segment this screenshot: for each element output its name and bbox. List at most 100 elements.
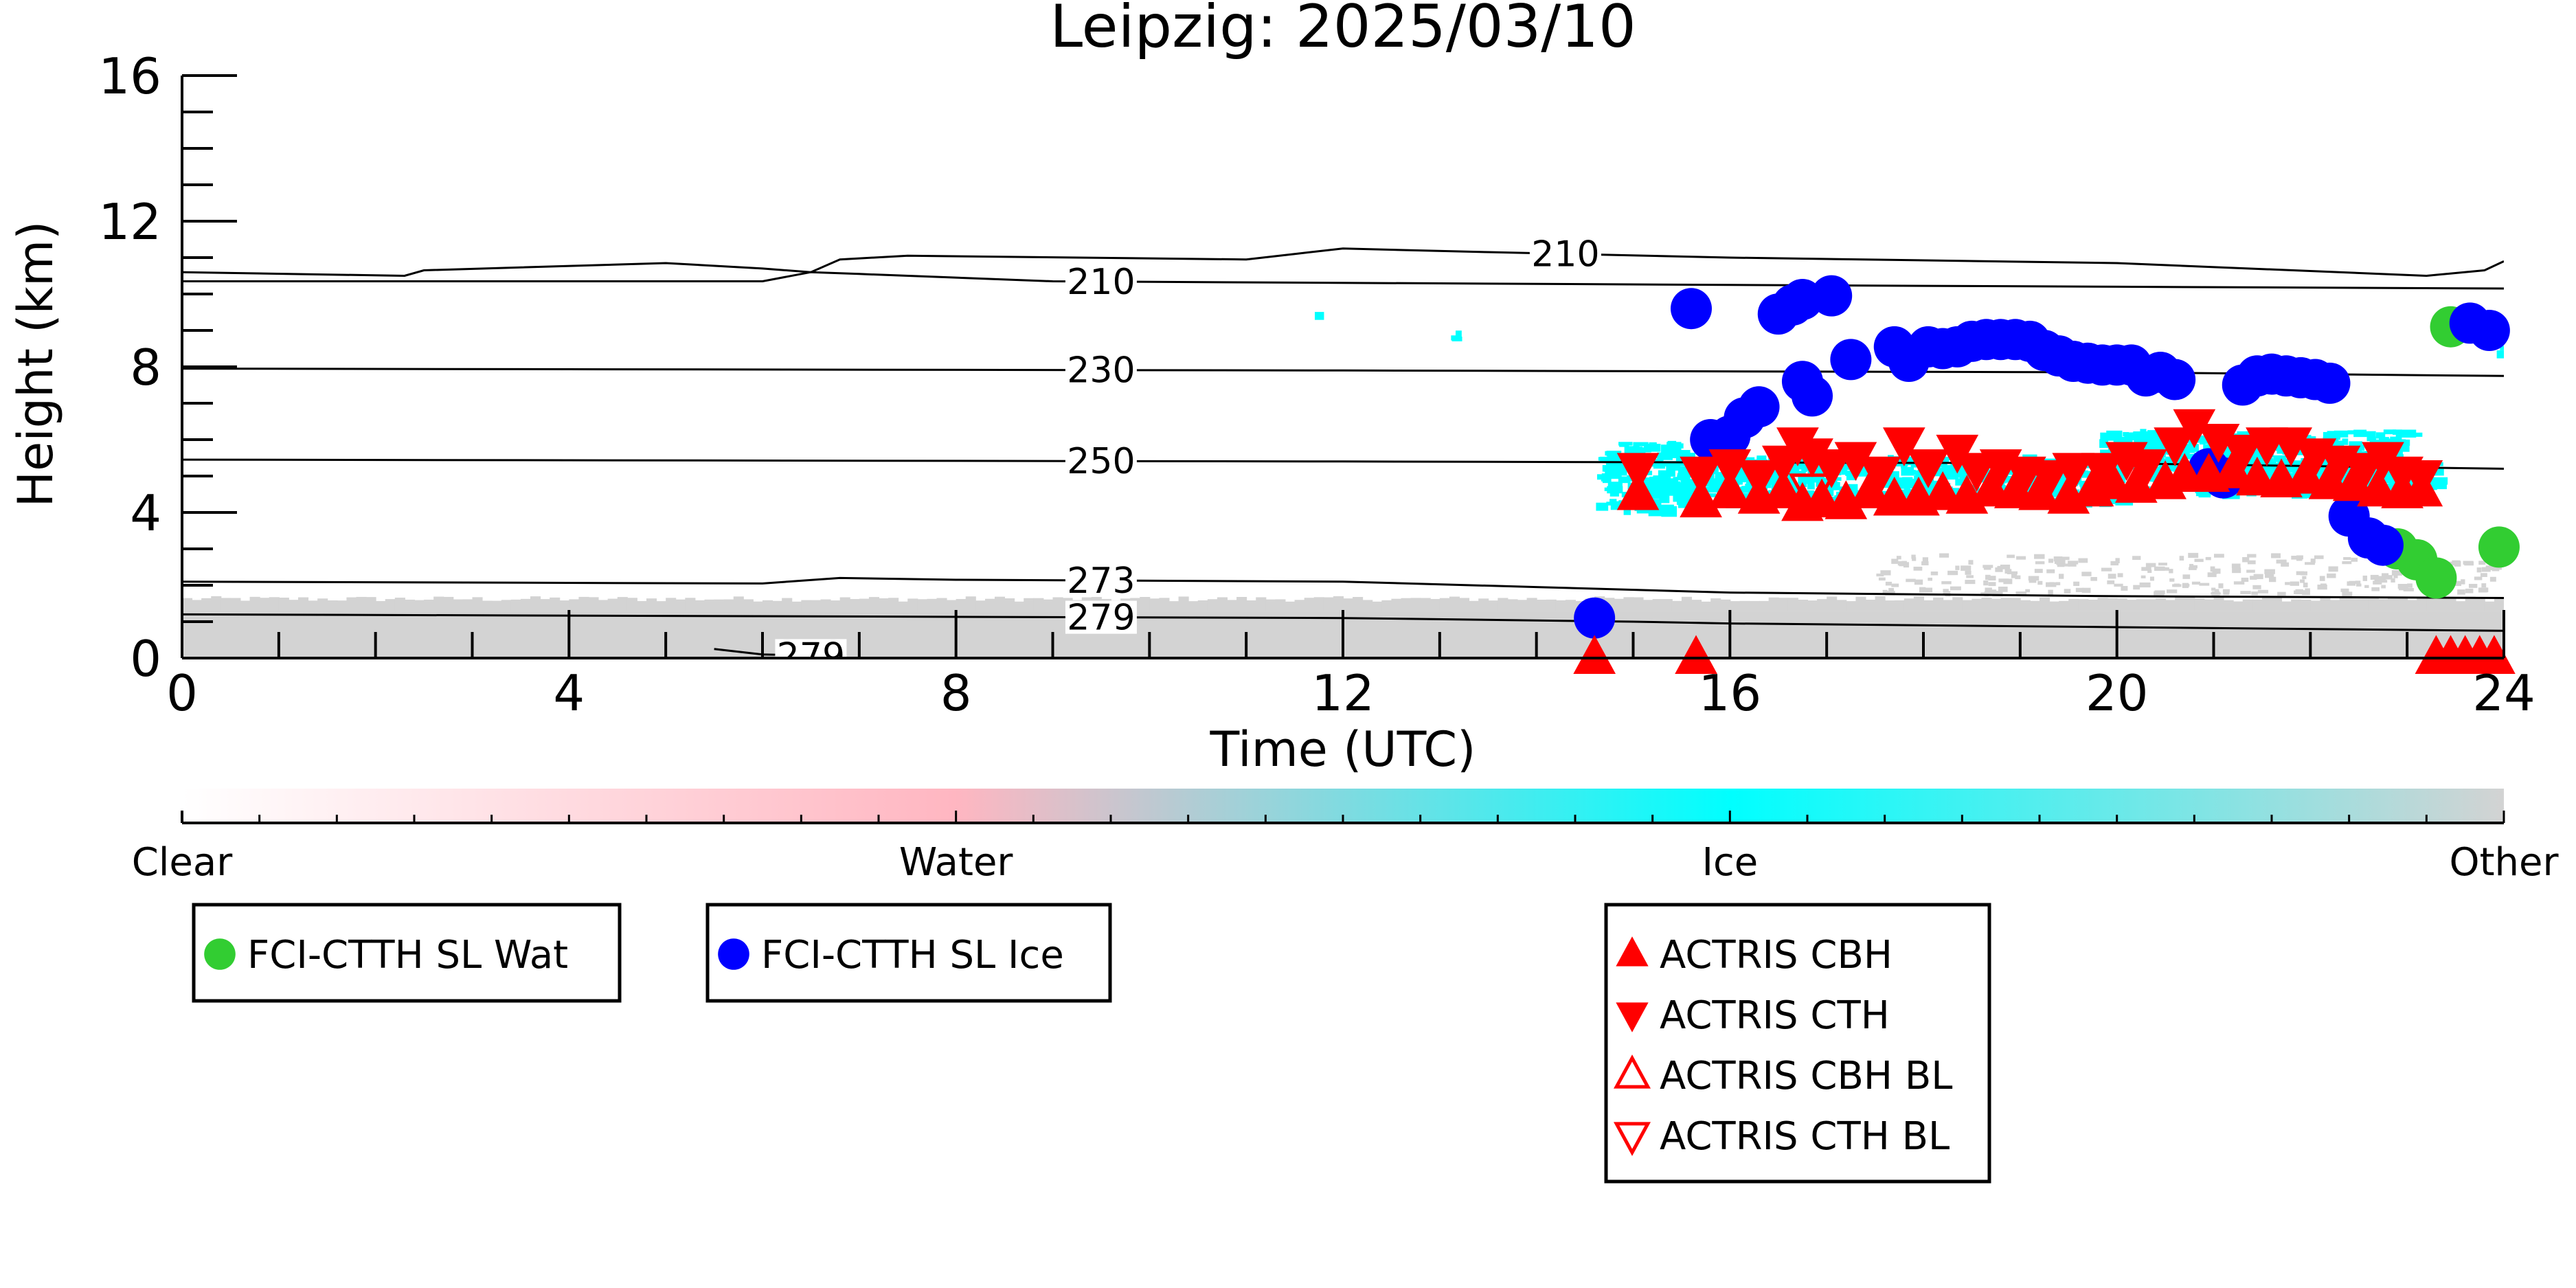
noise-speckle [2340, 588, 2349, 592]
ice-echo [2364, 431, 2376, 437]
noise-speckle [2241, 577, 2249, 582]
noise-speckle [2064, 589, 2071, 594]
noise-column [559, 600, 570, 611]
noise-column [520, 598, 531, 611]
ice-echo [1596, 502, 1609, 511]
noise-column [617, 597, 628, 611]
noise-column [1710, 598, 1721, 611]
noise-column [2407, 600, 2418, 611]
noise-speckle [2211, 587, 2216, 591]
noise-speckle [1912, 557, 1917, 561]
noise-speckle [2061, 556, 2070, 561]
noise-speckle [2107, 580, 2115, 585]
ice-echo [1678, 501, 1687, 508]
ice-echo [2143, 431, 2153, 440]
ice-echo [2273, 455, 2286, 462]
noise-column [2494, 598, 2504, 611]
noise-column [666, 598, 677, 611]
noise-speckle [2246, 569, 2255, 573]
ice-echo [2500, 346, 2504, 350]
noise-speckle [2145, 563, 2156, 567]
noise-speckle [2037, 580, 2043, 585]
noise-speckle [1968, 560, 1974, 565]
noise-speckle [2310, 558, 2316, 563]
legend-label: ACTRIS CTH BL [1660, 1114, 1950, 1159]
noise-column [704, 599, 715, 611]
ice-echo [2195, 489, 2211, 497]
noise-speckle [1880, 570, 1891, 576]
noise-column [1691, 600, 1702, 611]
noise-speckle [1982, 565, 1993, 568]
noise-speckle [2257, 589, 2269, 594]
ice-echo [2396, 453, 2402, 460]
noise-column [879, 598, 890, 611]
noise-speckle [2035, 561, 2045, 565]
ice-echo [2165, 463, 2180, 472]
x-tick-label: 16 [1699, 664, 1762, 722]
noise-speckle [2173, 583, 2180, 587]
fci-ctth-sl-ice-point [1792, 375, 1833, 417]
ice-echo [1599, 456, 1608, 462]
noise-column [192, 600, 203, 611]
noise-speckle [2169, 578, 2175, 582]
ice-echo [2342, 438, 2349, 445]
noise-speckle [2393, 574, 2398, 578]
noise-column [1227, 600, 1238, 611]
noise-speckle [2149, 576, 2154, 581]
noise-column [1256, 597, 1267, 611]
noise-speckle [2281, 562, 2290, 567]
x-tick-label: 0 [166, 664, 198, 722]
noise-column [1372, 601, 1383, 611]
noise-speckle [2342, 561, 2352, 565]
noise-speckle [2054, 561, 2064, 564]
chart-title: Leipzig: 2025/03/10 [1050, 0, 1636, 61]
ice-echo [2270, 444, 2286, 450]
ice-echo [2320, 460, 2331, 468]
ice-echo [1670, 478, 1678, 488]
ice-echo [2349, 441, 2362, 447]
noise-speckle [2290, 581, 2299, 586]
noise-speckle [1983, 580, 1989, 586]
noise-speckle [2158, 563, 2167, 566]
noise-column [801, 600, 812, 611]
noise-column [1701, 601, 1712, 611]
noise-column [2484, 601, 2495, 611]
noise-column [240, 600, 251, 611]
ice-echo [1810, 478, 1818, 483]
noise-speckle [2452, 560, 2461, 563]
noise-column [201, 598, 212, 611]
noise-speckle [1914, 579, 1923, 585]
noise-speckle [2015, 575, 2021, 580]
noise-speckle [2461, 579, 2465, 585]
noise-column [859, 598, 870, 611]
noise-speckle [2343, 556, 2351, 561]
noise-speckle [2075, 587, 2084, 592]
noise-column [550, 597, 561, 611]
noise-speckle [2319, 576, 2325, 581]
ice-echo [2123, 431, 2129, 437]
fci-ctth-sl-wat-point [2415, 557, 2457, 599]
noise-column [317, 598, 328, 611]
ice-echo [1935, 468, 1947, 473]
fci-ctth-sl-ice-point [2468, 310, 2510, 351]
noise-column [1623, 597, 1634, 611]
ice-echo [2178, 452, 2187, 461]
fci-ctth-sl-ice-point [1830, 339, 1872, 381]
noise-column [2165, 600, 2176, 611]
ice-echo [1893, 477, 1912, 485]
contour-label-bg [1065, 600, 1137, 634]
ice-echo [1954, 467, 1964, 476]
noise-speckle [2028, 576, 2040, 581]
noise-column [1614, 598, 1625, 611]
noise-speckle [2381, 585, 2386, 589]
noise-column [2388, 598, 2399, 611]
contour-label: 279 [777, 635, 845, 677]
noise-speckle [2303, 583, 2308, 588]
noise-speckle [1891, 558, 1899, 564]
noise-speckle [2250, 576, 2257, 580]
noise-column [1991, 598, 2002, 611]
noise-column [2000, 598, 2011, 611]
noise-column [472, 597, 483, 611]
noise-speckle [2407, 583, 2413, 588]
noise-column [1671, 600, 1682, 611]
